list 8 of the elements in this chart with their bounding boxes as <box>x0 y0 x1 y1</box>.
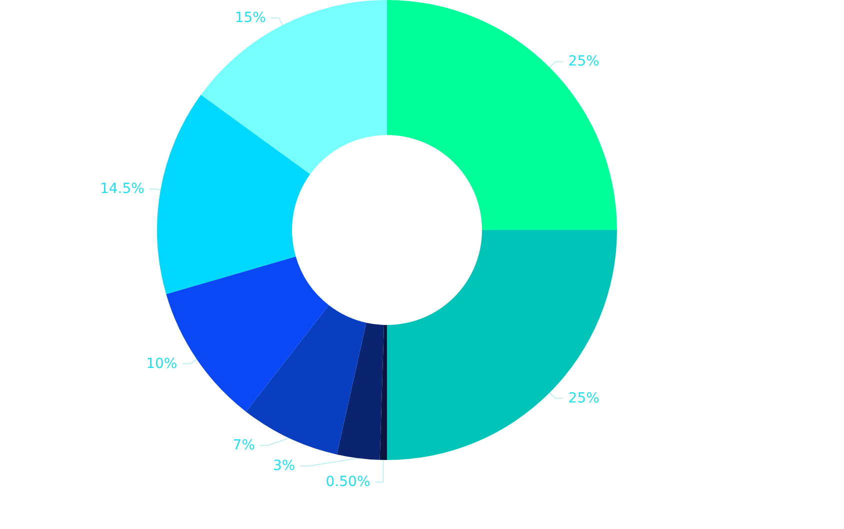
data-label: 25% <box>568 54 600 70</box>
data-label: 7% <box>232 437 256 454</box>
data-label: 0.50% <box>326 474 370 490</box>
data-label: 14.5% <box>100 181 144 198</box>
data-label: 3% <box>272 458 296 474</box>
data-label: 15% <box>234 10 266 26</box>
data-label: 10% <box>146 356 178 372</box>
data-label: 25% <box>568 390 600 406</box>
